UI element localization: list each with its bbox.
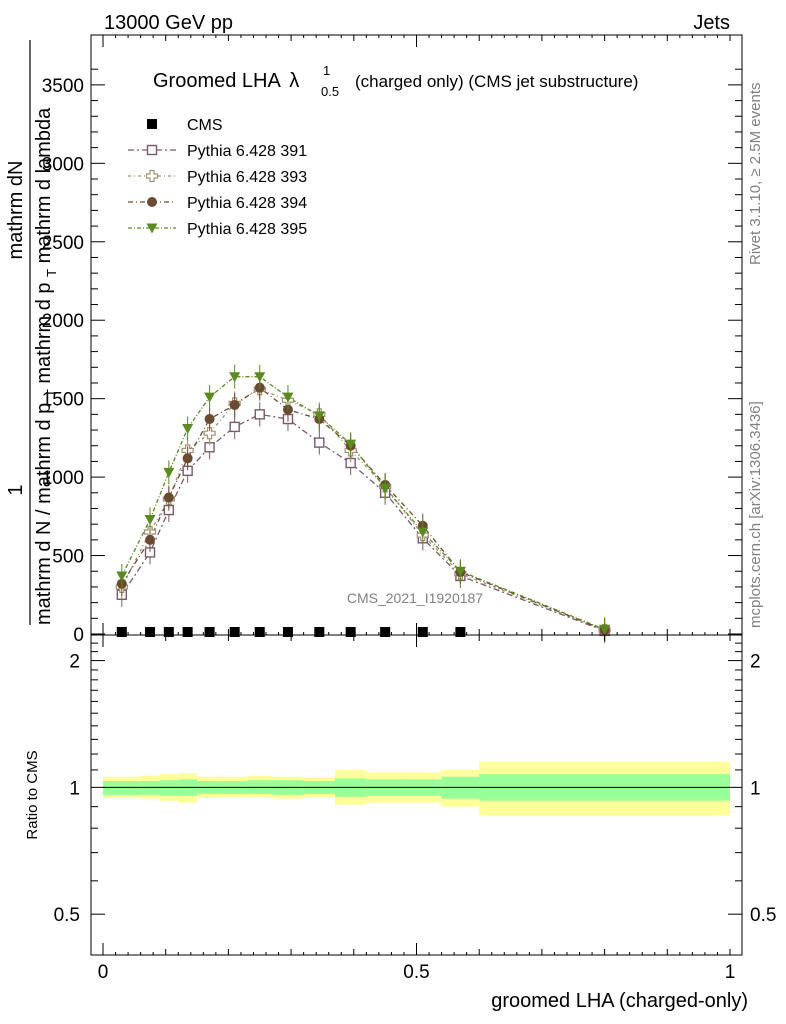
data-point — [314, 437, 325, 448]
data-point — [229, 421, 240, 433]
series-line — [121, 388, 605, 631]
x-axis-label: groomed LHA (charged-only) — [491, 990, 748, 1012]
data-point — [380, 627, 391, 637]
data-point — [204, 392, 216, 403]
y-label-numerator: mathrm dN — [5, 161, 27, 260]
data-point — [182, 453, 193, 464]
legend-entry-label: CMS — [187, 117, 223, 134]
ratio-inner-band — [103, 781, 141, 795]
data-point — [282, 404, 293, 415]
data-point — [345, 627, 356, 637]
main-y-tick-label: 1000 — [42, 468, 84, 489]
main-y-tick-label: 0 — [73, 625, 84, 646]
y-label-denominator: mathrm d N / mathrm d p T mathrm d p T m… — [33, 107, 61, 625]
data-point — [345, 439, 357, 450]
data-point — [144, 514, 156, 525]
y-label-numerator-one: 1 — [5, 484, 27, 495]
data-point — [254, 627, 265, 637]
ratio-plot-ticks: 0.5 0.5 1 1 2 2 0 0.5 1 — [54, 635, 776, 983]
main-y-axis-label: 1 mathrm dN mathrm d N / mathrm d p T ma… — [5, 40, 61, 625]
x-tick-label: 0 — [98, 962, 109, 983]
main-y-tick-label: 3500 — [42, 76, 84, 97]
data-point — [116, 571, 128, 582]
plot-title: Groomed LHA λ — [153, 70, 299, 92]
data-point — [203, 427, 216, 440]
data-point — [182, 627, 193, 637]
plot-title-lambda: λ — [289, 70, 299, 92]
header-energy-label: 13000 GeV pp — [104, 12, 233, 34]
data-point — [254, 372, 266, 383]
plot-title-suffix: (charged only) (CMS jet substructure) — [355, 72, 638, 91]
ratio-y-tick-label: 0.5 — [54, 905, 80, 926]
ratio-y-tick-label: 2 — [69, 652, 80, 673]
data-point — [116, 627, 127, 637]
series-line — [121, 413, 605, 632]
ratio-bands — [103, 761, 730, 815]
series-line — [121, 386, 605, 631]
ratio-inner-band — [159, 780, 179, 796]
legend-marker — [145, 169, 159, 183]
data-point — [163, 467, 175, 478]
ratio-y-tick-label-right: 0.5 — [750, 905, 776, 926]
data-point — [229, 627, 240, 637]
legend-entry-label: Pythia 6.428 391 — [187, 143, 307, 160]
y-label-denominator-part1: mathrm d N / mathrm d p — [33, 403, 55, 625]
legend-marker — [146, 223, 158, 234]
series-line — [121, 376, 605, 630]
data-point — [313, 411, 325, 422]
main-y-tick-label: 2500 — [42, 233, 84, 254]
header-category-label: Jets — [693, 12, 730, 34]
plot-title-main: Groomed LHA — [153, 70, 281, 92]
ratio-y-axis-label: Ratio to CMS — [24, 750, 41, 839]
legend-marker — [147, 119, 157, 129]
data-point — [204, 627, 215, 637]
main-y-tick-label: 3000 — [42, 154, 84, 175]
y-label-denominator-sub2: T — [44, 269, 59, 277]
data-point — [454, 566, 466, 577]
data-point — [229, 399, 240, 410]
data-point — [417, 527, 429, 538]
data-point — [282, 627, 293, 637]
main-plot-marks — [115, 364, 611, 643]
data-point — [182, 423, 194, 434]
ratio-inner-band — [140, 781, 160, 795]
data-point — [455, 627, 466, 637]
main-y-tick-label: 2000 — [42, 311, 84, 332]
data-point — [282, 392, 294, 403]
main-y-tick-label: 500 — [52, 547, 84, 568]
legend: CMS Pythia 6.428 391 Pythia 6.428 393 Pythi… — [128, 117, 307, 238]
data-point — [163, 492, 174, 503]
main-y-tick-label: 1500 — [42, 390, 84, 411]
data-point — [379, 483, 391, 494]
data-point — [229, 372, 241, 383]
plot-title-superscript: 1 — [323, 63, 330, 78]
data-point — [599, 624, 611, 635]
legend-entry-label: Pythia 6.428 394 — [187, 195, 307, 212]
legend-marker — [146, 144, 158, 156]
y-label-denominator-part3: mathrm d lambda — [33, 107, 55, 263]
legend-entry-label: Pythia 6.428 395 — [187, 221, 307, 238]
rivet-version-label: Rivet 3.1.10, ≥ 2.5M events — [747, 83, 764, 266]
data-point — [163, 627, 174, 637]
ratio-y-tick-label-right: 2 — [750, 652, 761, 673]
ratio-y-tick-label-right: 1 — [750, 778, 761, 799]
y-label-denominator-part2: mathrm d p — [33, 282, 55, 383]
x-tick-label: 1 — [725, 962, 736, 983]
x-tick-label: 0.5 — [403, 962, 429, 983]
main-plot-ticks: 0 500 1000 1500 2000 2500 3000 3500 — [42, 35, 742, 646]
plot-title-subscript: 0.5 — [321, 84, 339, 99]
legend-marker — [147, 197, 157, 207]
data-point — [145, 627, 156, 637]
data-point — [314, 627, 325, 637]
data-point — [204, 414, 215, 425]
y-label-denominator-sub1: T — [44, 389, 59, 397]
data-point — [254, 409, 265, 420]
data-point — [145, 534, 156, 545]
mcplots-reference-label: mcplots.cern.ch [arXiv:1306.3436] — [747, 401, 764, 628]
legend-entry-label: Pythia 6.428 393 — [187, 169, 307, 186]
data-point — [417, 627, 428, 637]
analysis-watermark: CMS_2021_I1920187 — [347, 590, 483, 606]
ratio-y-tick-label: 1 — [69, 778, 80, 799]
